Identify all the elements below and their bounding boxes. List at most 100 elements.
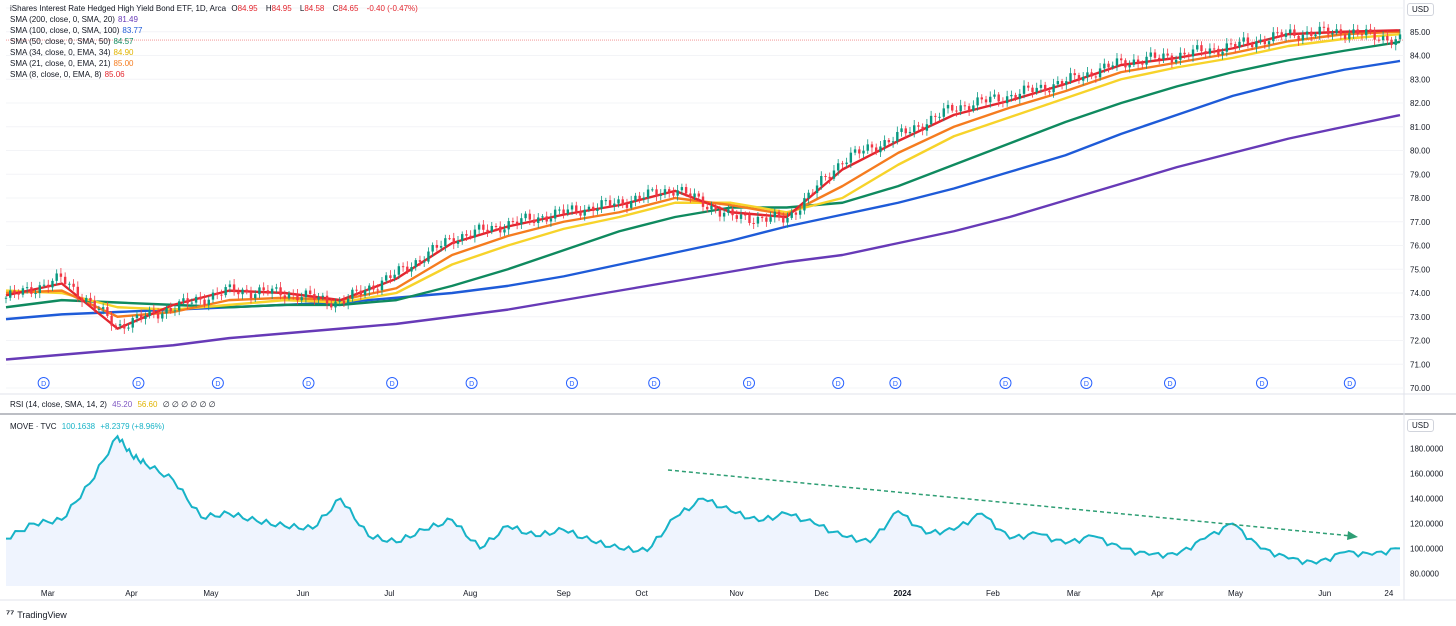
indicator-row[interactable]: SMA (50, close, 0, SMA, 50) 84.57 (10, 36, 421, 47)
candle-body (1390, 40, 1393, 45)
candle-body (629, 200, 633, 208)
indicator-value: 83.77 (122, 26, 143, 35)
candle-body (283, 295, 286, 299)
time-tick-label: Feb (986, 589, 1000, 598)
candle-body (1158, 57, 1161, 59)
move-tick-label: 120.0000 (1410, 520, 1444, 529)
ohlc-change: -0.40 (-0.47%) (366, 4, 418, 13)
candle-body (1318, 26, 1321, 35)
candle-body (824, 176, 827, 178)
candle-body (169, 308, 172, 312)
candle-body (532, 219, 536, 224)
candle-body (722, 212, 726, 217)
move-currency-button[interactable]: USD (1407, 419, 1434, 432)
dividend-marker-label: D (1084, 381, 1089, 388)
candle-body (803, 198, 806, 211)
brand-name: TradingView (17, 609, 67, 620)
price-tick-label: 76.00 (1410, 242, 1431, 251)
candle-body (1284, 33, 1288, 37)
candle-body (917, 125, 920, 127)
candle-body (127, 327, 130, 329)
candle-body (300, 297, 303, 301)
indicator-row[interactable]: SMA (100, close, 0, SMA, 100) 83.77 (10, 25, 421, 36)
indicator-row[interactable]: SMA (200, close, 0, SMA, 20) 81.49 (10, 14, 421, 25)
candle-body (634, 195, 637, 201)
candle-body (1255, 41, 1258, 48)
time-tick-label: Aug (463, 589, 477, 598)
candle-body (266, 290, 270, 294)
candle-body (815, 185, 819, 194)
candle-body (47, 284, 50, 288)
candle-body (1267, 41, 1271, 45)
candle-body (1136, 59, 1140, 63)
candle-body (993, 94, 996, 97)
indicator-label: SMA (21, close, 0, EMA, 21) (10, 59, 111, 68)
candle-body (25, 287, 29, 289)
candle-body (845, 162, 848, 165)
candle-body (1010, 94, 1013, 97)
candle-body (1381, 36, 1385, 41)
candle-body (828, 176, 831, 179)
move-tick-label: 80.0000 (1410, 570, 1439, 579)
time-tick-label: May (203, 589, 218, 598)
candle-body (710, 206, 713, 210)
dividend-marker (465, 377, 478, 389)
candle-body (1293, 29, 1296, 36)
move-label: MOVE · TVC (10, 422, 57, 431)
ohlc-o-label: O (231, 4, 238, 13)
candle-body (17, 293, 20, 295)
indicator-row[interactable]: SMA (8, close, 0, EMA, 8) 85.06 (10, 69, 421, 80)
price-tick-label: 70.00 (1410, 384, 1431, 393)
candle-body (477, 224, 481, 230)
candle-body (701, 196, 705, 207)
candle-body (735, 215, 738, 219)
candle-body (203, 299, 206, 305)
candle-body (1259, 39, 1262, 42)
candle-body (832, 170, 836, 179)
candle-body (727, 209, 730, 213)
candle-body (515, 221, 519, 225)
price-currency-button[interactable]: USD (1407, 3, 1434, 16)
move-axis: 180.0000 160.0000 140.0000 120.0000 100.0000… (1410, 445, 1444, 579)
candle-body (963, 105, 967, 107)
candle-body (562, 209, 565, 214)
indicator-row[interactable]: SMA (34, close, 0, EMA, 34) 84.90 (10, 47, 421, 58)
candle-body (1280, 32, 1283, 37)
candle-body (1090, 72, 1093, 77)
candle-body (1360, 34, 1364, 36)
candle-body (190, 302, 194, 304)
candle-body (1005, 96, 1009, 104)
candle-body (883, 140, 886, 147)
rsi-legend[interactable]: RSI (14, close, SMA, 14, 2) 45.20 56.60 … (10, 399, 219, 410)
candle-body (938, 116, 941, 118)
candle-body (363, 290, 367, 296)
candle-body (431, 244, 434, 252)
move-legend[interactable]: MOVE · TVC 100.1638 +8.2379 (+8.96%) (10, 421, 167, 432)
candle-body (410, 267, 413, 272)
candle-body (296, 294, 299, 301)
candle-body (714, 206, 717, 211)
candle-body (490, 225, 493, 232)
candle-body (1191, 49, 1195, 57)
dividend-marker (743, 377, 756, 389)
candle-body (13, 290, 16, 294)
indicator-row[interactable]: SMA (21, close, 0, EMA, 21) 85.00 (10, 58, 421, 69)
tradingview-brand[interactable]: ⁷⁷ TradingView (6, 609, 67, 620)
candle-body (1339, 29, 1343, 35)
candle-body (967, 106, 971, 111)
candle-body (1221, 51, 1224, 55)
candle-body (114, 325, 118, 327)
candle-body (486, 229, 489, 232)
candle-body (1035, 87, 1038, 93)
candle-body (1234, 43, 1237, 48)
candle-body (807, 192, 810, 199)
candle-body (621, 199, 624, 205)
legend-title-row: iShares Interest Rate Hedged High Yield … (10, 3, 421, 14)
candle-body (604, 200, 608, 202)
candle-body (689, 193, 692, 198)
candle-body (182, 298, 185, 302)
candle-body (1331, 33, 1334, 35)
candle-body (1238, 41, 1241, 48)
price-tick-label: 74.00 (1410, 289, 1431, 298)
